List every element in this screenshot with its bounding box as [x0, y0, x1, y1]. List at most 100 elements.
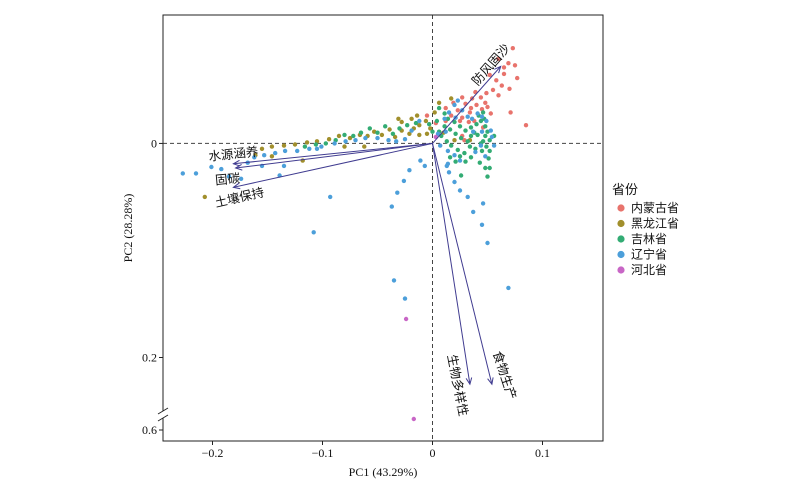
- scatter-point: [455, 147, 460, 153]
- scatter-point: [413, 120, 419, 126]
- loading-arrowhead: [487, 377, 494, 386]
- scatter-point: [351, 133, 356, 139]
- scatter-point: [314, 146, 320, 151]
- scatter-point: [452, 119, 457, 125]
- scatter-point: [427, 122, 432, 127]
- scatter-point: [395, 190, 400, 195]
- scatter-point: [424, 131, 430, 136]
- scatter-point: [499, 83, 504, 88]
- x-tick-label: −0.2: [202, 446, 224, 460]
- scatter-point: [457, 158, 463, 163]
- scatter-point: [417, 132, 422, 138]
- scatter-point: [394, 139, 399, 144]
- scatter-point: [453, 131, 458, 136]
- scatter-point: [484, 118, 489, 124]
- scatter-point: [479, 129, 485, 134]
- axis-break-mark: [157, 407, 169, 415]
- scatter-point: [238, 176, 244, 181]
- scatter-point: [496, 56, 501, 62]
- x-tick-label: −0.1: [312, 446, 334, 460]
- scatter-point: [269, 144, 275, 149]
- scatter-point: [466, 119, 471, 125]
- scatter-point: [475, 111, 480, 116]
- scatter-point: [488, 111, 493, 116]
- loading-arrowhead: [232, 182, 241, 190]
- scatter-point: [478, 95, 484, 100]
- scatter-point: [445, 116, 451, 122]
- scatter-point: [367, 126, 372, 131]
- scatter-point: [180, 171, 185, 176]
- scatter-point: [447, 155, 453, 160]
- scatter-point: [468, 155, 474, 160]
- scatter-point: [479, 222, 485, 227]
- legend-label: 吉林省: [631, 232, 667, 246]
- scatter-point: [457, 188, 463, 193]
- scatter-point: [483, 165, 488, 171]
- plot-frame: [162, 14, 604, 442]
- scatter-point: [501, 65, 507, 70]
- scatter-point: [485, 104, 490, 110]
- scatter-point: [469, 116, 475, 122]
- scatter-point: [486, 156, 491, 161]
- scatter-point: [449, 96, 454, 101]
- loading-arrow: [233, 142, 433, 165]
- legend-label: 河北省: [631, 263, 667, 277]
- scatter-point: [460, 115, 465, 120]
- scatter-point: [453, 159, 458, 164]
- scatter-point: [442, 111, 447, 116]
- scatter-point: [375, 135, 380, 141]
- scatter-point: [292, 142, 298, 147]
- scatter-point: [435, 131, 441, 136]
- scatter-point: [358, 130, 364, 135]
- scatter-point: [507, 86, 512, 92]
- scatter-point: [430, 129, 435, 134]
- scatter-point: [449, 113, 454, 118]
- scatter-point: [477, 160, 482, 165]
- scatter-point: [407, 131, 412, 136]
- scatter-point: [489, 134, 495, 140]
- scatter-point: [471, 209, 476, 215]
- scatter-point: [485, 174, 490, 179]
- scatter-point: [468, 105, 474, 111]
- scatter-point: [375, 130, 380, 135]
- scatter-point: [409, 116, 414, 122]
- scatter-point: [417, 118, 422, 124]
- zero-reference-lines: [163, 15, 603, 441]
- loading-arrowhead: [234, 163, 243, 171]
- scatter-point: [434, 118, 440, 124]
- scatter-point: [484, 90, 489, 96]
- scatter-point: [391, 278, 397, 283]
- scatter-point: [209, 164, 214, 170]
- legend-swatch: [617, 219, 625, 228]
- axis-break-gap: [159, 411, 167, 418]
- legend-title: 省份: [612, 183, 638, 198]
- scatter-point: [418, 158, 423, 163]
- scatter-point: [353, 138, 358, 143]
- scatter-point: [446, 110, 452, 115]
- scatter-point: [457, 118, 463, 124]
- scatter-point: [347, 135, 353, 141]
- scatter-point: [478, 143, 484, 148]
- scatter-point: [405, 123, 410, 128]
- scatter-point: [457, 154, 463, 159]
- scatter-point: [282, 148, 288, 154]
- scatter-point: [313, 142, 319, 147]
- scatter-point: [479, 148, 485, 154]
- scatter-point: [383, 124, 388, 129]
- scatter-point: [343, 139, 348, 144]
- scatter-point: [281, 163, 287, 169]
- loading-label: 固碳: [214, 170, 241, 187]
- x-tick-label: 0: [430, 446, 436, 460]
- scatter-point: [444, 139, 449, 144]
- scatter-point: [487, 138, 492, 143]
- scatter-point: [422, 163, 427, 169]
- scatter-point: [487, 165, 492, 171]
- x-tick-label: 0.1: [535, 446, 550, 460]
- scatter-point: [332, 141, 337, 146]
- scatter-point: [424, 113, 430, 118]
- scatter-point: [465, 114, 470, 119]
- scatter-point: [302, 144, 308, 149]
- scatter-point: [323, 141, 328, 146]
- scatter-point: [438, 143, 443, 148]
